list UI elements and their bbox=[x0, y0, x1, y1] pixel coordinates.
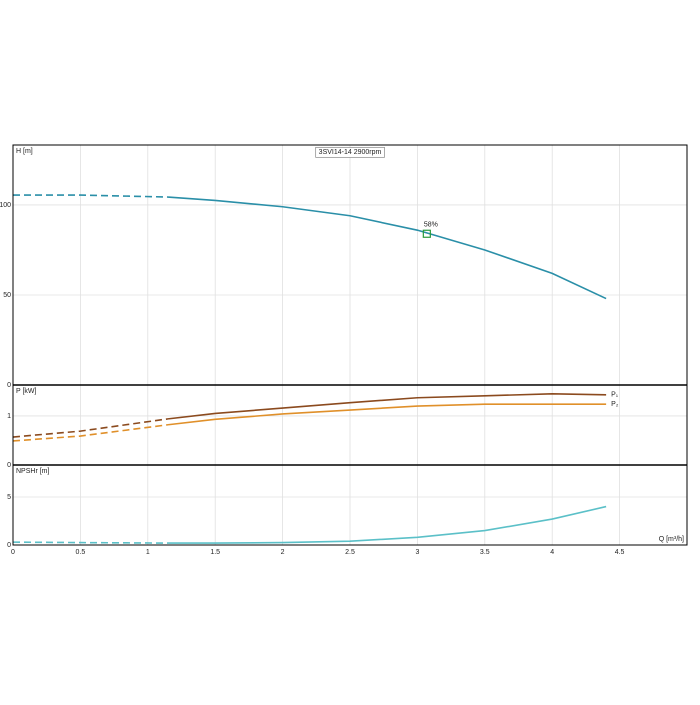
x-axis-label: Q [m³/h] bbox=[659, 536, 684, 543]
x-tick-label: 1.5 bbox=[210, 549, 220, 556]
frame bbox=[12, 144, 688, 546]
y-tick-label: 50 bbox=[3, 292, 11, 299]
y-tick-label: 0 bbox=[7, 542, 11, 549]
curve bbox=[167, 403, 607, 426]
x-tick-label: 4 bbox=[550, 549, 554, 556]
series-label: P₁ bbox=[611, 392, 619, 399]
y-axis-label: P [kW] bbox=[16, 388, 37, 395]
curve bbox=[12, 541, 169, 544]
x-tick-label: 3 bbox=[415, 549, 419, 556]
efficiency-marker bbox=[422, 229, 431, 238]
x-tick-label: 2.5 bbox=[345, 549, 355, 556]
title-box bbox=[315, 146, 385, 158]
y-tick-label: 100 bbox=[0, 202, 11, 209]
y-tick-label: 0 bbox=[7, 462, 11, 469]
x-tick-label: 3.5 bbox=[480, 549, 490, 556]
curve bbox=[12, 423, 169, 442]
curve bbox=[167, 393, 607, 420]
curve bbox=[12, 418, 169, 438]
y-axis-label: H [m] bbox=[16, 148, 33, 155]
x-tick-label: 4.5 bbox=[615, 549, 625, 556]
x-tick-label: 2 bbox=[281, 549, 285, 556]
curve bbox=[13, 194, 169, 198]
series-label: P₂ bbox=[611, 401, 619, 408]
efficiency-label: 58% bbox=[424, 222, 438, 229]
chart-title: 3SVI14-14 2900rpm bbox=[319, 149, 382, 156]
curve bbox=[168, 505, 607, 544]
x-tick-label: 1 bbox=[146, 549, 150, 556]
y-tick-label: 5 bbox=[7, 494, 11, 501]
curve bbox=[167, 196, 607, 300]
y-axis-label: NPSHr [m] bbox=[16, 468, 50, 475]
y-tick-label: 0 bbox=[7, 382, 11, 389]
x-tick-label: 0 bbox=[11, 549, 15, 556]
y-tick-label: 1 bbox=[7, 413, 11, 420]
x-tick-label: 0.5 bbox=[76, 549, 86, 556]
